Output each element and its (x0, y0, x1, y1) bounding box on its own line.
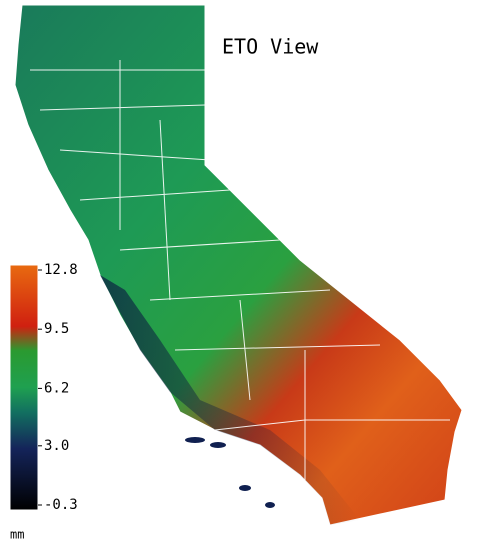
county-lines (30, 60, 450, 480)
colorbar-tick-label: 3.0 (44, 438, 69, 454)
colorbar-tick-label: 6.2 (44, 380, 69, 396)
california-map (14, 4, 463, 526)
colorbar-tick-label: 9.5 (44, 321, 69, 337)
colorbar-ticks: 12.8 9.5 6.2 3.0 -0.3 (38, 262, 78, 513)
state-shape (14, 4, 463, 526)
colorbar-tick-label: -0.3 (44, 497, 78, 513)
islands (185, 437, 275, 508)
map-title: ETO View (222, 35, 319, 59)
coastal-shade (100, 275, 360, 525)
colorbar-tick-label: 12.8 (44, 262, 78, 278)
colorbar-unit: mm (10, 528, 24, 542)
colorbar (9, 264, 39, 511)
